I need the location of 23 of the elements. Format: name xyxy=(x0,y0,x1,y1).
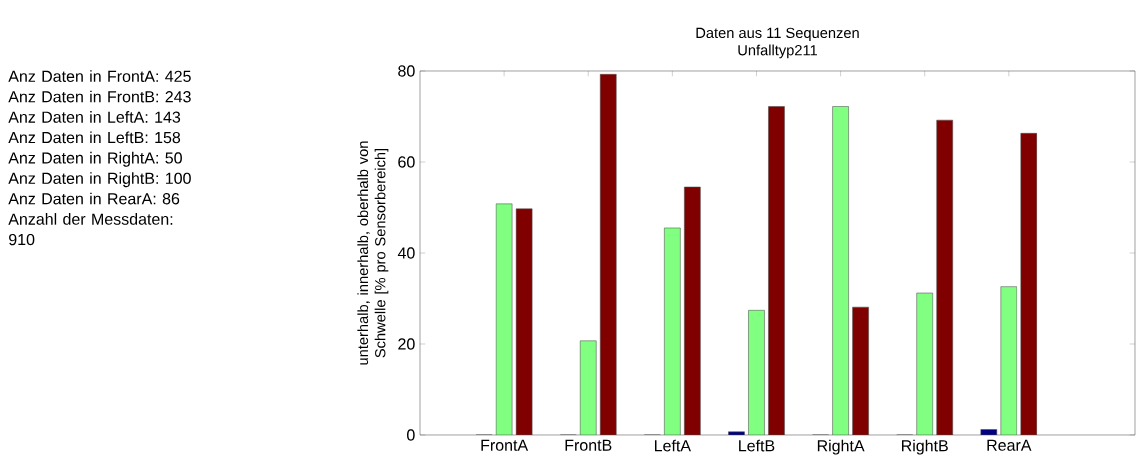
chart-title: Daten aus 11 Sequenzen xyxy=(696,27,859,41)
text: Anz Daten in RightA: 50 xyxy=(8,151,182,167)
x-tick-label: FrontB xyxy=(565,439,612,451)
text: Anz Daten in FrontB: 243 xyxy=(8,90,191,103)
y-tick-label: 20 xyxy=(398,338,415,350)
text: Anz Daten in FrontA: 425 xyxy=(8,70,191,82)
y-tick-label: 80 xyxy=(398,65,415,77)
x-tick-label: RearA xyxy=(987,439,1032,451)
x-tick-label: RightA xyxy=(817,439,865,455)
y-tick-label: 60 xyxy=(398,156,415,168)
y-axis-title: unterhalb, innerhalb, oberhalb von Schwelle [% pro Sensorbereich] xyxy=(357,141,389,365)
chart-subtitle: Unfalltyp211 xyxy=(738,44,817,59)
text: Anz Daten in LeftA: 143 xyxy=(8,111,181,123)
y-tick-label: 40 xyxy=(397,247,415,259)
x-tick-label: RightB xyxy=(902,439,948,455)
y-tick-label: 0 xyxy=(407,429,415,441)
x-tick-label: LeftA xyxy=(654,439,692,452)
x-tick-label: LeftB xyxy=(739,439,775,452)
text: Anz Daten in LeftB: 158 xyxy=(8,131,181,144)
x-tick-label: FrontA xyxy=(481,439,529,451)
text: Anz Daten in RightB: 100 xyxy=(8,172,191,188)
text: Anz Daten in RearA: 86 xyxy=(8,192,180,205)
text: Anzahl der Messdaten: 910 xyxy=(8,213,173,246)
